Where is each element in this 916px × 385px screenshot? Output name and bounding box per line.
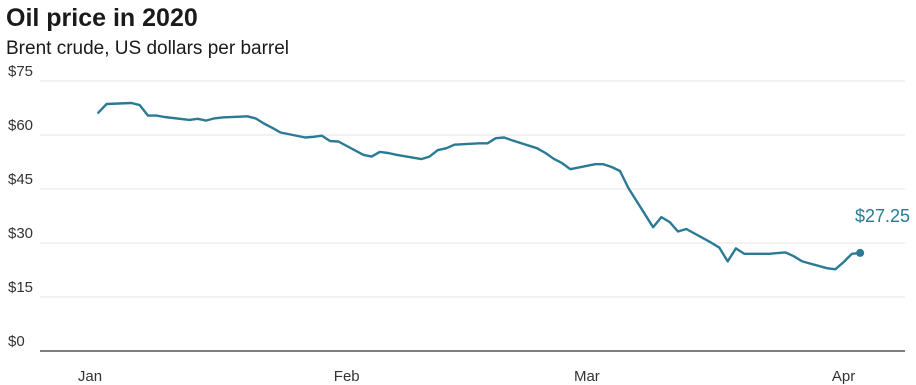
y-tick-label: $30	[8, 225, 33, 242]
chart-subtitle: Brent crude, US dollars per barrel	[6, 38, 290, 59]
gridlines	[40, 80, 905, 352]
end-point-marker	[856, 248, 865, 257]
x-tick-label: Feb	[334, 368, 360, 385]
x-tick-label: Apr	[832, 368, 855, 385]
y-tick-label: $15	[8, 279, 33, 296]
plot-area: $27.25	[97, 101, 910, 271]
chart-title: Oil price in 2020	[6, 4, 198, 32]
y-tick-label: $60	[8, 117, 33, 134]
x-tick-label: Mar	[574, 368, 600, 385]
y-tick-label: $0	[8, 333, 25, 350]
series-line	[97, 101, 862, 271]
y-tick-label: $75	[8, 63, 33, 80]
y-tick-label: $45	[8, 171, 33, 188]
x-tick-label: Jan	[78, 368, 102, 385]
x-axis: Jan Feb Mar Apr	[78, 368, 855, 385]
end-value-label: $27.25	[855, 206, 910, 226]
y-axis: $0 $15 $30 $45 $60 $75	[8, 63, 33, 350]
